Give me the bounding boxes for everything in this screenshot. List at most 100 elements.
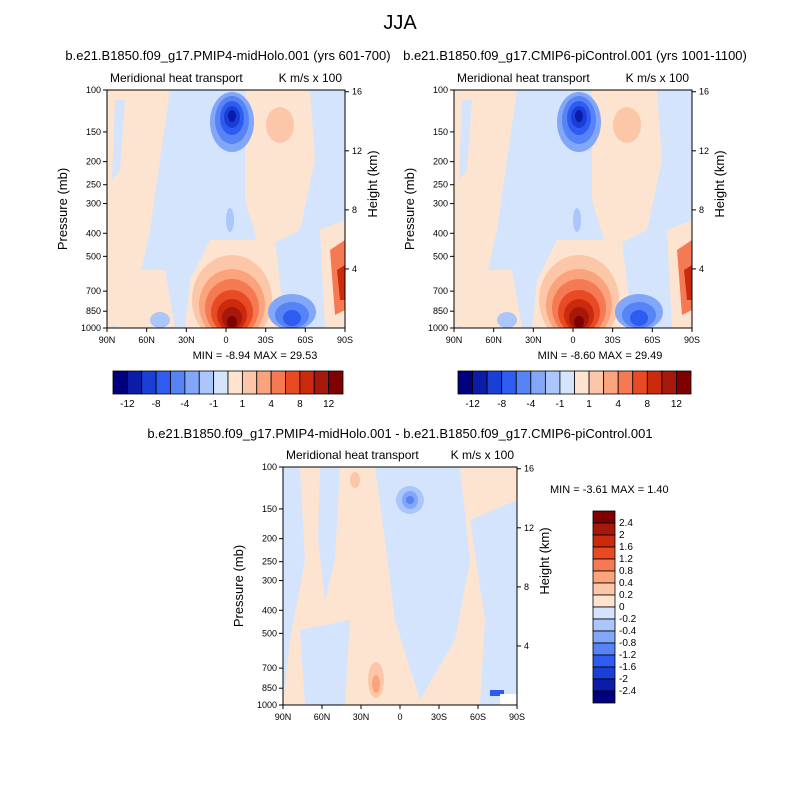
colorbar-swatch bbox=[646, 370, 663, 395]
x-tick-label: 90N bbox=[275, 712, 292, 722]
right-tick-label: 12 bbox=[524, 523, 534, 533]
colorbar-swatch bbox=[530, 370, 546, 395]
colorbar-label: 2.4 bbox=[619, 518, 633, 529]
colorbar-swatch bbox=[559, 370, 575, 395]
x-tick-label: 0 bbox=[397, 712, 402, 722]
x-tick-label: 60S bbox=[297, 335, 313, 345]
panel-title: b.e21.B1850.f09_g17.PMIP4-midHolo.001 - … bbox=[147, 426, 652, 441]
y-tick-label: 250 bbox=[433, 180, 448, 190]
colorbar-label: -2.4 bbox=[619, 686, 637, 697]
colorbar-swatch bbox=[486, 370, 503, 395]
x-tick-label: 0 bbox=[223, 335, 228, 345]
panel-picontrol: b.e21.B1850.f09_g17.CMIP6-piControl.001 … bbox=[403, 48, 747, 329]
y-tick-label: 300 bbox=[433, 199, 448, 209]
x-tick-label: 90N bbox=[99, 335, 116, 345]
y-tick-label: 250 bbox=[262, 557, 277, 567]
y-tick-label: 1000 bbox=[81, 323, 101, 333]
colorbar-swatch bbox=[592, 582, 616, 596]
panel-midholo: b.e21.B1850.f09_g17.PMIP4-midHolo.001 (y… bbox=[65, 48, 391, 329]
axes-panel-1: 90N 60N 30N 0 30S 60S 90S 100 150 200 250 300 400 500… bbox=[55, 85, 380, 345]
right-axis-label: Height (km) bbox=[365, 150, 380, 217]
colorbar-label: -0.4 bbox=[619, 626, 637, 637]
y-tick-label: 400 bbox=[262, 605, 277, 615]
panel-stats: MIN = -3.61 MAX = 1.40 bbox=[550, 484, 669, 496]
colorbar-label: 1.6 bbox=[619, 542, 633, 553]
y-tick-label: 500 bbox=[86, 251, 101, 261]
y-axis-label: Pressure (mb) bbox=[55, 168, 70, 250]
colorbar-swatch bbox=[141, 370, 157, 395]
right-tick-label: 4 bbox=[524, 641, 529, 651]
y-tick-label: 150 bbox=[262, 504, 277, 514]
colorbar-swatch bbox=[592, 594, 616, 608]
colorbar-label: -1.6 bbox=[619, 662, 637, 673]
axes-panel-3: 90N 60N 30N 0 30S 60S 90S 100 150 200 250 300 400 500… bbox=[231, 462, 552, 722]
y-tick-label: 200 bbox=[262, 534, 277, 544]
right-tick-label: 16 bbox=[699, 87, 709, 97]
colorbar-swatch bbox=[603, 370, 619, 395]
y-tick-label: 500 bbox=[433, 251, 448, 261]
y-tick-label: 1000 bbox=[257, 700, 277, 710]
colorbar-swatch bbox=[515, 370, 532, 395]
x-tick-label: 60N bbox=[314, 712, 331, 722]
colorbar-label: 0.4 bbox=[619, 578, 633, 589]
panel-left-label: Meridional heat transport bbox=[110, 71, 243, 85]
colorbar-swatch bbox=[592, 570, 616, 584]
y-tick-label: 700 bbox=[433, 286, 448, 296]
colorbar-swatch bbox=[592, 642, 616, 656]
right-tick-label: 12 bbox=[352, 146, 362, 156]
x-tick-label: 30N bbox=[178, 335, 195, 345]
y-tick-label: 1000 bbox=[428, 323, 448, 333]
colorbar-swatch bbox=[170, 370, 186, 395]
y-tick-label: 150 bbox=[433, 127, 448, 137]
colorbar-swatch bbox=[313, 370, 330, 395]
y-tick-label: 200 bbox=[433, 157, 448, 167]
y-tick-label: 850 bbox=[433, 306, 448, 316]
colorbar-swatch bbox=[574, 370, 590, 395]
colorbar-swatch bbox=[592, 522, 616, 536]
colorbar-label: 4 bbox=[615, 399, 621, 410]
colorbar-swatch bbox=[501, 370, 517, 395]
panel-right-label: K m/s x 100 bbox=[451, 448, 515, 462]
colorbar-swatch bbox=[632, 370, 648, 395]
colorbar-label: -12 bbox=[120, 399, 135, 410]
colorbar-swatch bbox=[472, 370, 488, 395]
y-tick-label: 300 bbox=[262, 576, 277, 586]
y-tick-label: 700 bbox=[262, 663, 277, 673]
colorbar-swatch bbox=[592, 606, 616, 620]
right-axis-label: Height (km) bbox=[537, 527, 552, 594]
colorbar-label: 1 bbox=[586, 399, 592, 410]
colorbar-swatch bbox=[256, 370, 272, 395]
x-tick-label: 30S bbox=[431, 712, 447, 722]
colorbar-label: -1.2 bbox=[619, 650, 637, 661]
y-tick-label: 100 bbox=[262, 462, 277, 472]
colorbar-swatch bbox=[592, 546, 616, 560]
colorbar-label: 0 bbox=[619, 602, 625, 613]
colorbar-label: 12 bbox=[323, 399, 335, 410]
colorbar-label: 1 bbox=[240, 399, 246, 410]
x-tick-label: 30N bbox=[353, 712, 370, 722]
x-tick-label: 60S bbox=[644, 335, 660, 345]
right-tick-label: 8 bbox=[699, 205, 704, 215]
colorbar-label: -8 bbox=[152, 399, 161, 410]
colorbar-label: -0.2 bbox=[619, 614, 637, 625]
x-tick-label: 90S bbox=[509, 712, 525, 722]
panel-stats: MIN = -8.60 MAX = 29.49 bbox=[538, 350, 663, 362]
colorbar-swatch bbox=[544, 370, 561, 395]
panel-left-label: Meridional heat transport bbox=[286, 448, 419, 462]
y-tick-label: 400 bbox=[86, 228, 101, 238]
right-tick-label: 16 bbox=[524, 464, 534, 474]
x-tick-label: 60N bbox=[485, 335, 502, 345]
colorbar-label: -1 bbox=[555, 399, 564, 410]
right-tick-label: 12 bbox=[699, 146, 709, 156]
colorbar-swatch bbox=[592, 666, 616, 680]
contour-field bbox=[454, 90, 692, 328]
x-tick-label: 90N bbox=[446, 335, 463, 345]
right-tick-label: 16 bbox=[352, 87, 362, 97]
colorbar-label: 4 bbox=[268, 399, 274, 410]
y-tick-label: 100 bbox=[86, 85, 101, 95]
contour-field bbox=[283, 467, 517, 705]
colorbar-swatch bbox=[592, 510, 616, 524]
x-tick-label: 30N bbox=[525, 335, 542, 345]
y-tick-label: 850 bbox=[86, 306, 101, 316]
